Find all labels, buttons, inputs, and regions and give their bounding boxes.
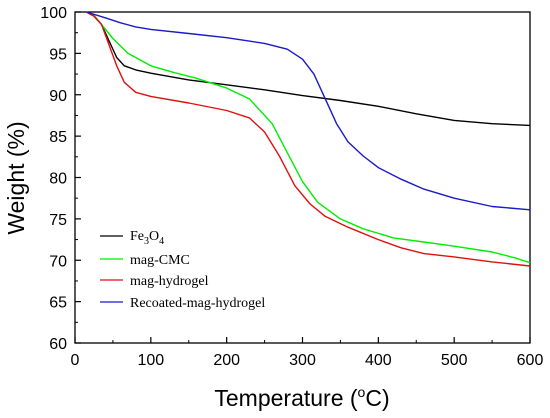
series-lines xyxy=(86,11,531,267)
x-tick-label: 500 xyxy=(441,352,468,369)
y-tick-label: 90 xyxy=(49,88,67,105)
y-tick-label: 75 xyxy=(49,212,67,229)
legend-label-mag-hydrogel: mag-hydrogel xyxy=(130,274,209,289)
y-tick-label: 80 xyxy=(49,171,67,188)
y-tick-label: 100 xyxy=(40,5,67,22)
x-axis: 0 100 200 300 400 500 600 xyxy=(71,337,544,369)
series-line-mag-hydrogel xyxy=(86,11,531,267)
x-tick-label: 300 xyxy=(289,352,316,369)
y-tick-label: 85 xyxy=(49,129,67,146)
legend: Fe3O4 mag-CMC mag-hydrogel Recoated-mag-… xyxy=(100,229,265,311)
x-tick-label: 0 xyxy=(71,352,80,369)
legend-label-fe3o4: Fe3O4 xyxy=(130,229,164,247)
x-tick-label: 400 xyxy=(365,352,392,369)
series-line-mag-cmc xyxy=(86,11,531,264)
x-axis-title: Temperature (oC) xyxy=(214,384,389,411)
x-tick-label: 200 xyxy=(213,352,240,369)
y-axis-title: Weight (%) xyxy=(3,121,29,234)
legend-label-recoated-mag-hydrogel: Recoated-mag-hydrogel xyxy=(130,296,265,311)
y-tick-label: 60 xyxy=(49,336,67,353)
y-tick-label: 65 xyxy=(49,295,67,312)
y-tick-label: 95 xyxy=(49,46,67,63)
y-axis: 60 65 70 75 80 85 90 95 100 xyxy=(40,5,81,353)
legend-label-mag-cmc: mag-CMC xyxy=(130,253,190,268)
x-tick-label: 100 xyxy=(137,352,164,369)
series-line-recoated-mag-hydrogel xyxy=(86,11,531,211)
y-tick-label: 70 xyxy=(49,253,67,270)
x-tick-label: 600 xyxy=(517,352,544,369)
